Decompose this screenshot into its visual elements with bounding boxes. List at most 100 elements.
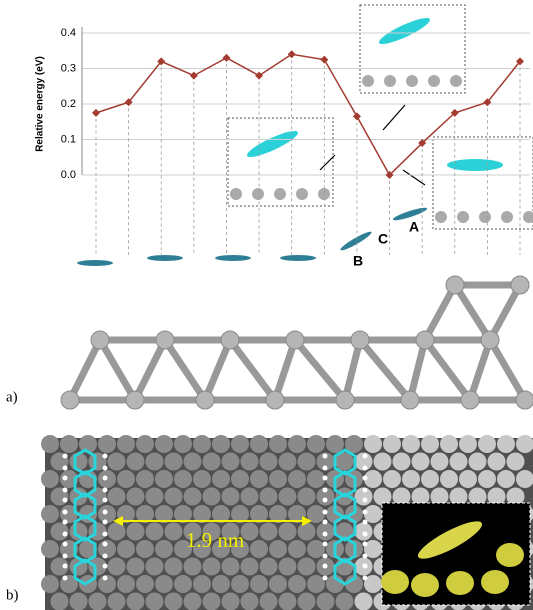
surface-atom [136,470,154,488]
surface-atom [146,523,164,541]
marker [320,56,328,64]
surface-atom [279,593,297,610]
hydrogen [63,520,68,525]
hydrogen [363,576,368,581]
surface-atom [146,488,164,506]
atom [384,75,396,87]
surface-atom [70,593,88,610]
surface-atom [412,453,430,471]
surface-atom [165,523,183,541]
surface-atom [317,593,335,610]
density-blob [411,573,439,597]
surface-atom [165,593,183,610]
surface-atom [307,470,325,488]
surface-atom [326,435,344,453]
figure: Relative energy (eV) a) b) 1.9 nm0.00.10… [0,0,533,610]
surface-atom [127,558,145,576]
surface-atom [383,470,401,488]
surface-atom [241,593,259,610]
hydrogen [103,510,108,515]
marker [92,109,100,117]
surface-atom [165,488,183,506]
hydrogen [323,476,328,481]
hydrogen [63,476,68,481]
surface-atom [41,505,59,523]
surface-atom [165,453,183,471]
atom [362,75,374,87]
hydrogen [323,520,328,525]
bond [425,340,470,400]
surface-atom [260,453,278,471]
surface-atom [222,593,240,610]
surface-atom [155,540,173,558]
surface-atom [298,453,316,471]
hydrogen [63,532,68,537]
hydrogen [323,554,328,559]
surface-atom [260,523,278,541]
surface-atom [136,540,154,558]
hydrogen [323,466,328,471]
surface-atom [298,488,316,506]
surface-atom [497,435,515,453]
surface-atom [117,435,135,453]
surface-atom [288,540,306,558]
surface-atom [298,523,316,541]
surface-atom [108,453,126,471]
surface-atom [98,505,116,523]
surface-atom [497,470,515,488]
surface-atom [127,488,145,506]
panel-label: a) [6,389,18,405]
surface-atom [60,435,78,453]
surface-atom [127,453,145,471]
hydrogen [323,488,328,493]
hydrogen [363,564,368,569]
surface-atom [421,470,439,488]
surface-atom [374,453,392,471]
hydrogen [363,488,368,493]
atom [511,276,529,294]
surface-atom [127,523,145,541]
illustration [41,5,533,610]
marker [222,54,230,62]
hydrogen [63,564,68,569]
surface-atom [222,488,240,506]
hydrogen [323,542,328,547]
surface-atom [41,575,59,593]
surface-atom [279,488,297,506]
surface-atom [383,435,401,453]
surface-atom [165,558,183,576]
surface-atom [459,435,477,453]
atom [221,331,239,349]
hydrogen [363,554,368,559]
hydrogen [323,510,328,515]
hydrogen [63,498,68,503]
marker [288,50,296,58]
surface-atom [402,470,420,488]
surface-atom [127,593,145,610]
bond [490,340,525,400]
atom [336,391,354,409]
molecule [447,159,503,171]
hydrogen [103,542,108,547]
y-tick-label: 0.1 [61,133,76,145]
hydrogen [103,554,108,559]
surface-atom [41,435,59,453]
surface-atom [184,453,202,471]
atom [286,331,304,349]
surface-atom [402,435,420,453]
marker [255,72,263,80]
atom [252,188,264,200]
surface-atom [279,453,297,471]
atom [461,391,479,409]
bond [295,340,345,400]
surface-atom [203,488,221,506]
atom [401,391,419,409]
density-blob [381,570,409,594]
surface-atom [279,558,297,576]
surface-atom [117,470,135,488]
pointer-arrow [383,105,405,130]
surface-atom [231,470,249,488]
hydrogen [63,554,68,559]
atom [428,75,440,87]
surface-atom [174,470,192,488]
